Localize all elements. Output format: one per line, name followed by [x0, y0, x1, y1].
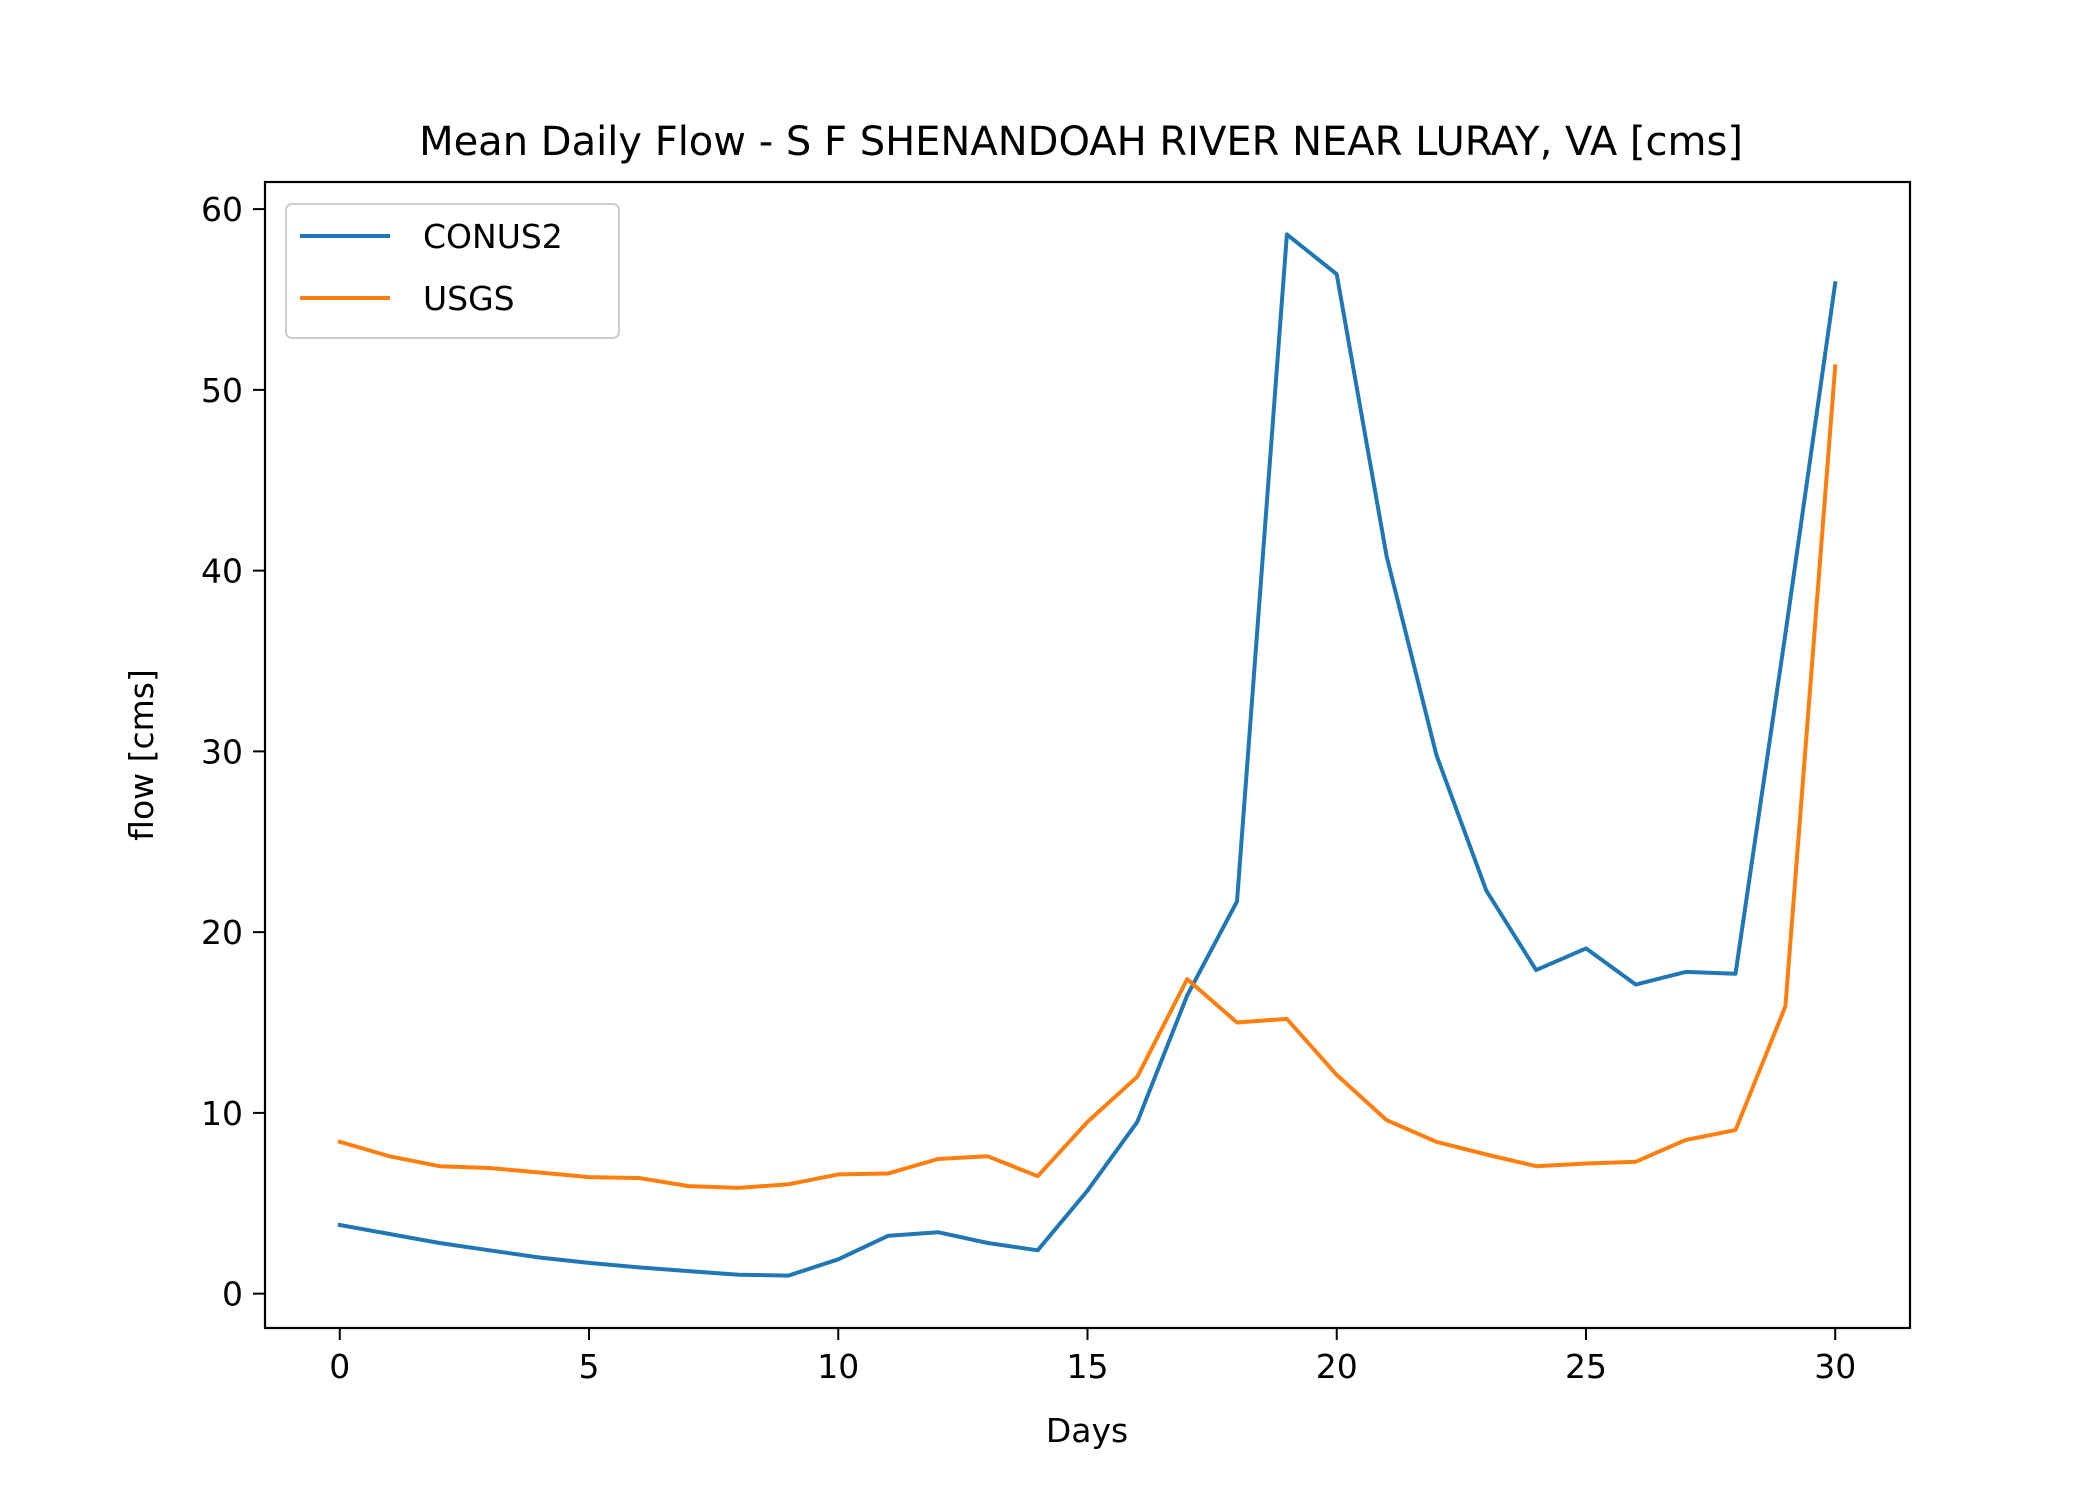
x-tick-label: 30	[1814, 1347, 1856, 1386]
y-tick-label: 40	[201, 552, 243, 591]
series-line-conus2	[337, 232, 1838, 1278]
y-tick-label: 20	[201, 913, 243, 952]
x-axis-label: Days	[1046, 1411, 1128, 1450]
x-axis: 0 5 10 15 20 25 30	[329, 1328, 1856, 1386]
x-tick-label: 25	[1565, 1347, 1607, 1386]
chart-title: Mean Daily Flow - S F SHENANDOAH RIVER N…	[419, 119, 1743, 165]
y-axis-label: flow [cms]	[122, 669, 161, 841]
legend-label-conus2: CONUS2	[423, 217, 563, 256]
y-axis: 0 10 20 30 40 50 60	[201, 190, 265, 1314]
y-tick-label: 0	[222, 1275, 243, 1314]
x-tick-label: 0	[329, 1347, 350, 1386]
x-tick-label: 10	[817, 1347, 859, 1386]
series-layer	[337, 232, 1838, 1278]
y-tick-label: 30	[201, 732, 243, 771]
x-tick-label: 5	[579, 1347, 600, 1386]
series-line-usgs	[337, 364, 1838, 1190]
y-tick-label: 10	[201, 1094, 243, 1133]
x-tick-label: 20	[1316, 1347, 1358, 1386]
y-tick-label: 60	[201, 190, 243, 229]
legend: CONUS2 USGS	[285, 203, 620, 339]
legend-label-usgs: USGS	[423, 279, 515, 318]
x-tick-label: 15	[1067, 1347, 1109, 1386]
y-tick-label: 50	[201, 371, 243, 410]
